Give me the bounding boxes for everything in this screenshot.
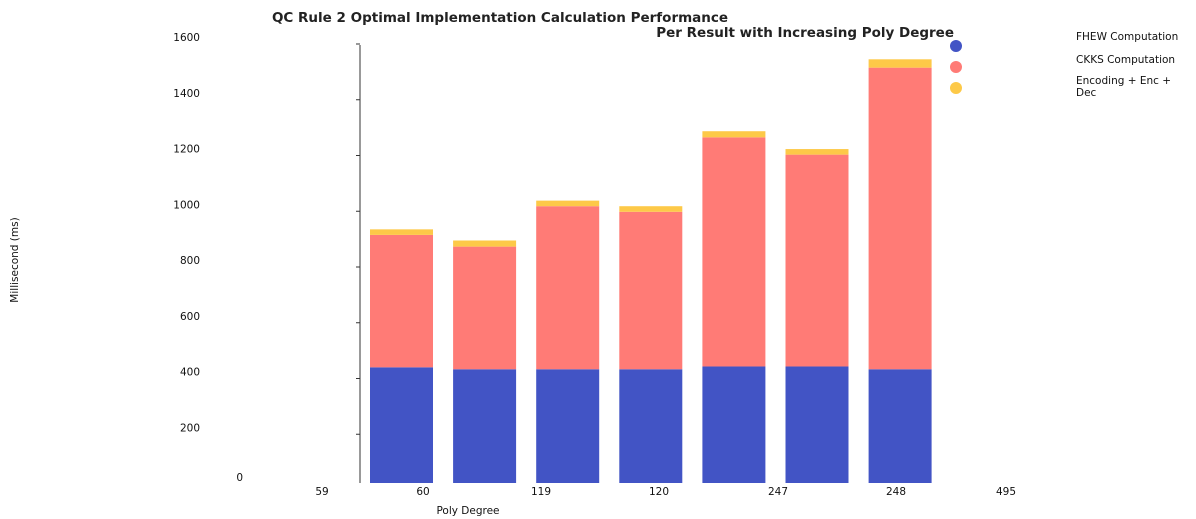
y-tick-label: 600 (180, 311, 200, 323)
bar-segment-ckks (453, 247, 516, 370)
x-axis-ticks: 59 60 119 120 247 248 495 (315, 486, 1016, 498)
x-tick-label: 60 (416, 486, 429, 498)
bar-segment-ckks (702, 137, 765, 366)
bar-segment-encoding (786, 149, 849, 155)
bar-segment-fhew (702, 366, 765, 483)
y-axis-ticks: 0 200 400 600 800 1000 1200 1400 1600 (173, 32, 360, 484)
x-tick-label: 495 (996, 486, 1016, 498)
x-tick-label: 119 (531, 486, 551, 498)
legend-marker-encoding (950, 82, 962, 94)
bar-segment-encoding (536, 201, 599, 207)
legend-marker-ckks (950, 61, 962, 73)
bar-segment-encoding (370, 229, 433, 235)
bar-segment-ckks (619, 212, 682, 369)
x-tick-label: 120 (649, 486, 669, 498)
chart-title-line1: QC Rule 2 Optimal Implementation Calcula… (272, 10, 728, 26)
y-tick-label: 400 (180, 367, 200, 379)
bar-segment-encoding (702, 131, 765, 137)
y-tick-label: 1600 (173, 32, 200, 44)
bar-segment-ckks (786, 155, 849, 367)
legend: FHEW Computation CKKS Computation Encodi… (950, 31, 1178, 99)
y-tick-label: 1000 (173, 199, 200, 211)
x-tick-label: 248 (886, 486, 906, 498)
legend-marker-fhew (950, 40, 962, 52)
bar-segment-encoding (453, 240, 516, 246)
bar-segment-fhew (619, 369, 682, 483)
y-axis-label: Millisecond (ms) (9, 217, 21, 302)
x-tick-label: 59 (315, 486, 328, 498)
bar-segment-encoding (869, 59, 932, 67)
legend-label-encoding-line2: Dec (1076, 87, 1097, 99)
y-tick-label: 1400 (173, 88, 200, 100)
legend-label-fhew: FHEW Computation (1076, 31, 1178, 43)
bar-segment-fhew (786, 366, 849, 483)
bar-segment-fhew (869, 369, 932, 483)
bar-segment-ckks (370, 235, 433, 367)
legend-label-encoding: Encoding + Enc + Dec (1076, 75, 1174, 99)
bar-segment-ckks (536, 206, 599, 369)
bar-segment-encoding (619, 206, 682, 212)
x-tick-label: 247 (768, 486, 788, 498)
bars-group (370, 59, 932, 483)
bar-segment-ckks (869, 68, 932, 370)
x-axis-label: Poly Degree (436, 505, 499, 517)
y-tick-label: 1200 (173, 144, 200, 156)
chart-title-line2: Per Result with Increasing Poly Degree (656, 25, 954, 41)
y-tick-label: 0 (236, 472, 243, 484)
y-tick-label: 200 (180, 422, 200, 434)
bar-segment-fhew (370, 367, 433, 483)
legend-label-encoding-line1: Encoding + Enc + (1076, 75, 1171, 87)
y-tick-label: 800 (180, 255, 200, 267)
bar-segment-fhew (453, 369, 516, 483)
legend-label-ckks: CKKS Computation (1076, 54, 1175, 66)
bar-segment-fhew (536, 369, 599, 483)
